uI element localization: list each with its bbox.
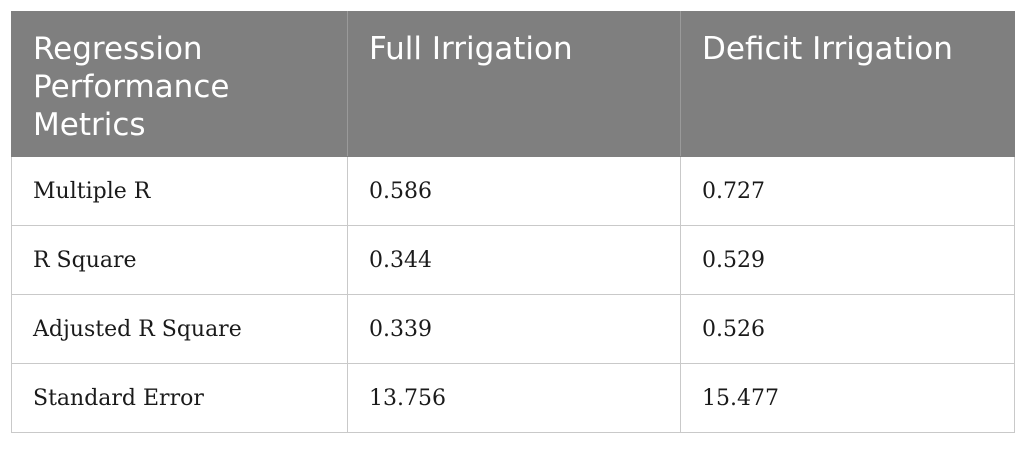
regression-metrics-table: Regression Performance Metrics Full Irri…: [11, 11, 1015, 433]
regression-metrics-table-container: Regression Performance Metrics Full Irri…: [11, 11, 1015, 433]
deficit-irrigation-value-cell: 0.529: [680, 225, 1015, 295]
table-body: Multiple R 0.586 0.727 R Square 0.344 0.…: [11, 156, 1015, 433]
header-cell-deficit-irrigation: Deficit Irrigation: [680, 11, 1015, 157]
deficit-irrigation-value-cell: 0.727: [680, 156, 1015, 226]
table-row: R Square 0.344 0.529: [11, 225, 1015, 295]
deficit-irrigation-value-cell: 0.526: [680, 294, 1015, 364]
table-row: Adjusted R Square 0.339 0.526: [11, 294, 1015, 364]
full-irrigation-value-cell: 0.339: [347, 294, 681, 364]
full-irrigation-value-cell: 0.586: [347, 156, 681, 226]
table-row: Standard Error 13.756 15.477: [11, 363, 1015, 433]
metric-name-cell: Standard Error: [11, 363, 348, 433]
metric-name-cell: R Square: [11, 225, 348, 295]
header-cell-full-irrigation: Full Irrigation: [347, 11, 681, 157]
header-row: Regression Performance Metrics Full Irri…: [11, 11, 1015, 157]
table-header: Regression Performance Metrics Full Irri…: [11, 11, 1015, 157]
deficit-irrigation-value-cell: 15.477: [680, 363, 1015, 433]
metric-name-cell: Adjusted R Square: [11, 294, 348, 364]
full-irrigation-value-cell: 0.344: [347, 225, 681, 295]
table-row: Multiple R 0.586 0.727: [11, 156, 1015, 226]
full-irrigation-value-cell: 13.756: [347, 363, 681, 433]
header-cell-metric: Regression Performance Metrics: [11, 11, 348, 157]
metric-name-cell: Multiple R: [11, 156, 348, 226]
